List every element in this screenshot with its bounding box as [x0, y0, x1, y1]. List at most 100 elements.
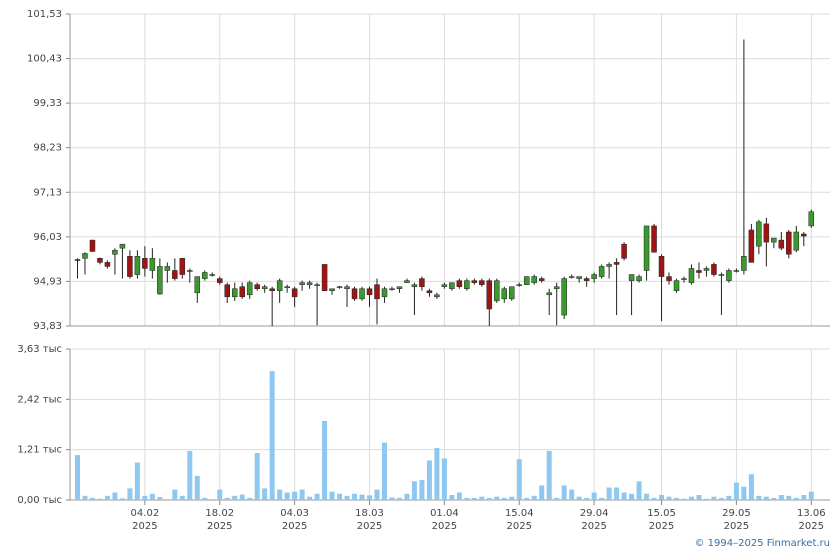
- y-tick-label: 99,33: [33, 98, 62, 109]
- volume-bar: [471, 497, 477, 500]
- candle-body: [261, 286, 268, 289]
- candle-body: [471, 280, 478, 283]
- volume-bar: [674, 497, 680, 500]
- candle-body: [613, 262, 620, 265]
- volume-bar: [464, 497, 470, 500]
- volume-bar: [644, 493, 650, 500]
- candle-body: [321, 264, 328, 291]
- volume-bar: [209, 499, 215, 500]
- candle-body: [389, 288, 395, 290]
- volume-bar: [576, 496, 582, 500]
- candle-body: [299, 282, 305, 285]
- volume-bar: [142, 495, 148, 500]
- candle-body: [411, 284, 418, 287]
- candle-body: [269, 288, 275, 291]
- candle-body: [681, 278, 687, 280]
- candle-body: [276, 280, 283, 291]
- candle-body: [381, 288, 388, 298]
- x-tick-label: 13.06 2025: [797, 508, 826, 532]
- candle-body: [209, 274, 216, 276]
- candle-body: [636, 276, 642, 281]
- volume-bar: [74, 455, 80, 500]
- candle-body: [172, 270, 178, 279]
- volume-bar: [546, 450, 552, 500]
- candle-body: [246, 282, 253, 296]
- candle-body: [479, 280, 485, 285]
- volume-bar: [367, 495, 373, 500]
- candle-body: [164, 266, 171, 271]
- volume-bar: [396, 497, 402, 500]
- candle-body: [748, 229, 755, 263]
- candle-body: [621, 243, 627, 259]
- y-tick-label: 96,03: [33, 232, 62, 243]
- candle-body: [658, 256, 665, 277]
- volume-bar: [389, 497, 395, 500]
- candle-body: [254, 284, 260, 289]
- volume-bar: [703, 498, 709, 500]
- volume-bar: [681, 498, 687, 500]
- volume-bar: [591, 492, 597, 500]
- volume-bar: [419, 480, 425, 500]
- volume-bar: [164, 499, 170, 500]
- volume-bar: [247, 497, 253, 500]
- candle-body: [733, 270, 740, 272]
- candle-body: [142, 258, 148, 269]
- volume-bar: [104, 495, 110, 500]
- volume-bar: [262, 488, 268, 500]
- volume-bar: [763, 496, 769, 500]
- candle-body: [643, 225, 650, 271]
- volume-bar: [202, 497, 208, 500]
- candle-body: [97, 258, 103, 263]
- candle-body: [336, 286, 343, 288]
- footer: © 1994–2025 Finmarket.ru: [694, 538, 830, 549]
- candle-body: [673, 280, 680, 291]
- volume-bar: [636, 481, 642, 500]
- volume-bar: [748, 474, 754, 500]
- candle-body: [74, 259, 81, 261]
- volume-bar: [277, 489, 283, 500]
- candle-body: [404, 280, 410, 283]
- volume-bar: [621, 492, 627, 500]
- candle-body: [134, 256, 141, 275]
- candle-body: [606, 264, 612, 267]
- y-tick-label: 97,13: [33, 187, 62, 198]
- volume-bar: [696, 495, 702, 500]
- y-tick-label: 1,21 тыс: [17, 445, 62, 456]
- volume-bar: [584, 497, 590, 500]
- candle-body: [344, 286, 350, 289]
- volume-bar: [82, 495, 88, 500]
- candle-body: [598, 266, 605, 277]
- volume-bar: [441, 458, 447, 500]
- candle-body: [786, 231, 792, 255]
- candle-body: [509, 286, 515, 300]
- volume-bar: [329, 491, 335, 500]
- volume-bar: [359, 494, 365, 500]
- candle-body: [187, 270, 193, 272]
- x-tick-label: 29.05 2025: [722, 508, 751, 532]
- volume-bar: [217, 489, 223, 500]
- volume-bar: [284, 492, 290, 500]
- volume-bar: [516, 459, 522, 500]
- candle-body: [112, 249, 118, 255]
- volume-bar: [292, 491, 298, 500]
- volume-bar: [269, 371, 275, 500]
- volume-bar: [374, 489, 380, 500]
- candle-body: [291, 288, 298, 298]
- volume-bar: [614, 487, 620, 500]
- candle-body: [726, 270, 732, 281]
- candle-body: [284, 286, 290, 288]
- volume-bar: [179, 495, 185, 500]
- candle-body: [441, 284, 448, 287]
- candle-body: [329, 288, 335, 291]
- volume-bar: [786, 495, 792, 500]
- volume-bar: [352, 493, 358, 500]
- volume-bar: [426, 460, 432, 500]
- candle-body: [711, 264, 717, 275]
- volume-bar: [337, 493, 343, 500]
- candle-body: [793, 231, 800, 251]
- volume-bar: [599, 497, 605, 500]
- y-tick-label: 101,53: [27, 9, 62, 20]
- candle-body: [628, 274, 635, 281]
- volume-bar: [479, 496, 485, 500]
